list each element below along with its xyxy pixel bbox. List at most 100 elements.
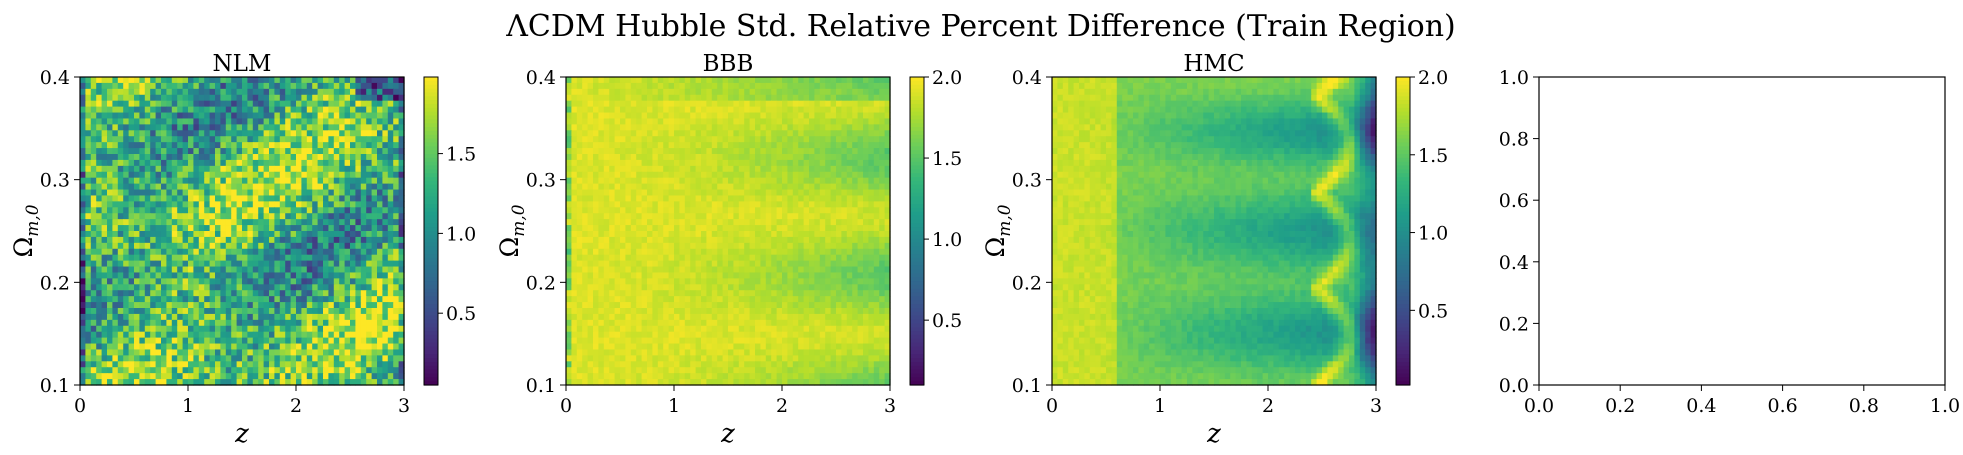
heatmap-cell [371, 331, 378, 339]
heatmap-cell [204, 207, 211, 214]
heatmap-cell [782, 171, 788, 179]
heatmap-cell [198, 142, 205, 149]
heatmap-cell [355, 284, 362, 291]
heatmap-cell [301, 82, 308, 90]
heatmap-cell [382, 231, 389, 238]
heatmap-cell [636, 82, 643, 90]
heatmap-cell [279, 112, 286, 120]
heatmap-cell [647, 106, 653, 114]
heatmap-cell [290, 379, 297, 386]
heatmap-cell [96, 165, 103, 173]
heatmap-cell [614, 77, 621, 84]
heatmap-cell [231, 189, 238, 197]
heatmap-cell [582, 201, 589, 208]
heatmap-cell [285, 106, 292, 114]
heatmap-cell [571, 82, 578, 90]
heatmap-cell [787, 94, 794, 102]
heatmap-cell [641, 165, 648, 173]
heatmap-cell [722, 100, 729, 108]
heatmap-cell [657, 77, 664, 84]
heatmap-cell [144, 355, 151, 362]
heatmap-cell [247, 284, 254, 291]
heatmap-cell [231, 77, 238, 84]
heatmap-cell [398, 100, 405, 108]
heatmap-cell [668, 207, 675, 214]
heatmap-cell [863, 94, 869, 102]
heatmap-cell [290, 313, 297, 321]
heatmap-cell [706, 225, 713, 232]
heatmap-cell [652, 177, 659, 185]
heatmap-cell [636, 225, 643, 232]
heatmap-cell [215, 94, 221, 102]
heatmap-cell [139, 337, 146, 345]
heatmap-cell [782, 82, 788, 90]
heatmap-cell [755, 130, 761, 137]
heatmap-cell [242, 165, 248, 173]
heatmap-cell [263, 272, 270, 279]
heatmap-cell [306, 213, 313, 220]
heatmap-cell [333, 373, 340, 380]
heatmap-cell [188, 325, 194, 333]
heatmap-cell [868, 225, 875, 232]
heatmap-cell [868, 118, 875, 125]
heatmap-cell [366, 142, 373, 149]
heatmap-cell [571, 106, 578, 114]
heatmap-cell [668, 154, 675, 161]
heatmap-cell [155, 207, 162, 214]
heatmap-cell [668, 136, 675, 143]
heatmap-cell [242, 302, 248, 309]
heatmap-cell [636, 100, 643, 108]
heatmap-cell [177, 100, 184, 108]
heatmap-cell [728, 88, 734, 96]
heatmap-cell [684, 236, 691, 244]
heatmap-cell [366, 331, 373, 339]
heatmap-cell [387, 219, 394, 226]
heatmap-cell [252, 225, 259, 232]
heatmap-cell [242, 106, 248, 114]
heatmap-cell [587, 118, 594, 125]
heatmap-cell [598, 100, 605, 108]
heatmap-cell [765, 177, 772, 185]
heatmap-cell [150, 118, 157, 125]
heatmap-cell [274, 242, 281, 250]
heatmap-cell [328, 254, 335, 262]
heatmap-cell [360, 242, 367, 250]
heatmap-cell [625, 248, 632, 256]
heatmap-cell [728, 219, 734, 226]
heatmap-cell [836, 100, 842, 108]
heatmap-cell [701, 195, 707, 202]
heatmap-cell [242, 248, 248, 256]
heatmap-cell [306, 171, 313, 179]
heatmap-cell [193, 349, 200, 356]
heatmap-cell [285, 225, 292, 232]
heatmap-cell [112, 343, 119, 351]
heatmap-cell [139, 296, 146, 303]
heatmap-cell [571, 213, 578, 220]
heatmap-cell [139, 319, 146, 327]
heatmap-cell [398, 106, 405, 114]
heatmap-cell [242, 284, 248, 291]
heatmap-cell [371, 308, 378, 315]
heatmap-cell [614, 248, 621, 256]
heatmap-cell [225, 106, 232, 114]
heatmap-cell [90, 189, 97, 197]
heatmap-cell [863, 231, 869, 238]
heatmap-cell [144, 272, 151, 279]
colorbar-segment [424, 361, 438, 367]
heatmap-cell [242, 189, 248, 197]
heatmap-cell [150, 248, 157, 256]
heatmap-cell [306, 118, 313, 125]
heatmap-cell [836, 154, 842, 161]
heatmap-cell [236, 142, 243, 149]
heatmap-cell [171, 313, 178, 321]
heatmap-cell [841, 165, 848, 173]
heatmap-cell [377, 154, 383, 161]
heatmap-cell [188, 201, 194, 208]
heatmap-cell [355, 77, 362, 84]
heatmap-cell [809, 165, 815, 173]
heatmap-cell [171, 201, 178, 208]
heatmap-cell [836, 94, 842, 102]
heatmap-cell [209, 361, 216, 368]
heatmap-cell [112, 254, 119, 262]
heatmap-cell [112, 94, 119, 102]
